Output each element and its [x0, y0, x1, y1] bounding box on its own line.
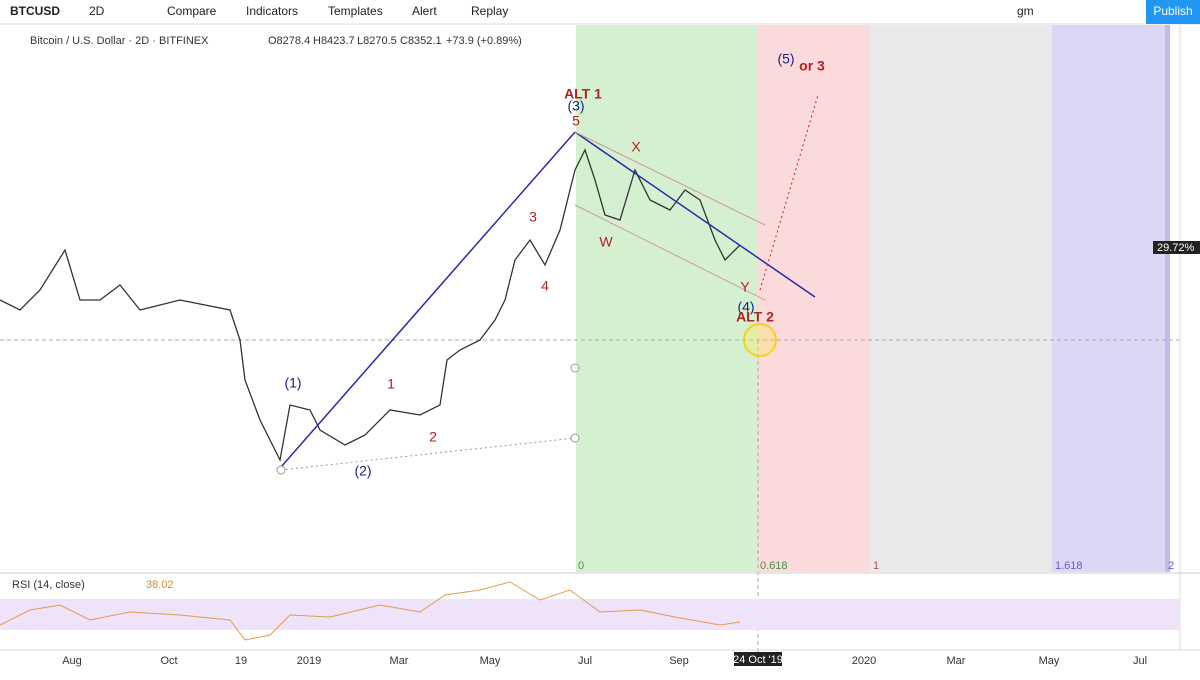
time-label: 19 [235, 655, 247, 667]
compare-button[interactable]: Compare [167, 4, 217, 18]
fib-zone [1165, 25, 1170, 572]
indicators-button[interactable]: Indicators [246, 4, 298, 18]
interval[interactable]: 2D [89, 4, 105, 18]
layout-button[interactable]: gm [1017, 4, 1034, 18]
fib-zone [576, 25, 758, 572]
annotation: W [599, 234, 613, 250]
time-cursor-bg [734, 652, 782, 666]
fib-label: 0 [578, 560, 584, 572]
projection-arrow [759, 94, 819, 291]
rsi-title[interactable]: RSI (14, close) [12, 579, 85, 591]
fib-label: 1 [873, 560, 879, 572]
fib-zone [870, 25, 1052, 572]
annotation: (3) [567, 98, 584, 114]
annotation: (4) [737, 299, 754, 315]
legend-open: O8278.4 [268, 35, 310, 47]
legend-close: C8352.1 [400, 35, 442, 47]
alert-button[interactable]: Alert [412, 4, 437, 18]
legend-high: H8423.7 [313, 35, 355, 47]
channel-line [574, 131, 766, 226]
legend-low: L8270.5 [357, 35, 397, 47]
price-series [0, 148, 741, 463]
trend-line[interactable] [574, 131, 816, 298]
annotation: (1) [284, 375, 301, 391]
legend-change: +73.9 (+0.89%) [446, 35, 522, 47]
legend-title[interactable]: Bitcoin / U.S. Dollar · 2D · BITFINEX [30, 35, 209, 47]
publish-button[interactable]: Publish [1153, 4, 1192, 18]
time-label: May [1039, 655, 1060, 667]
dotted-line[interactable] [280, 437, 576, 471]
channel-line [574, 204, 766, 301]
price-label: 29.72% [1157, 242, 1195, 254]
time-label: 2019 [297, 655, 321, 667]
price-label-bg [1153, 241, 1200, 254]
annotation: X [631, 139, 641, 155]
time-label: May [480, 655, 501, 667]
time-label: Jul [578, 655, 592, 667]
handle[interactable] [276, 465, 286, 475]
annotation: ALT 2 [736, 309, 774, 325]
annotation: 4 [541, 278, 549, 294]
annotation: 2 [429, 429, 437, 445]
annotation: 3 [529, 209, 537, 225]
handle[interactable] [570, 433, 580, 443]
time-label: Oct [160, 655, 177, 667]
annotation: 1 [387, 376, 395, 392]
replay-button[interactable]: Replay [471, 4, 508, 18]
annotation: (2) [354, 463, 371, 479]
fib-zone [758, 25, 870, 572]
fib-zone [1052, 25, 1165, 572]
cursor-highlight [743, 323, 777, 357]
symbol[interactable]: BTCUSD [10, 4, 60, 18]
time-label: 2020 [852, 655, 876, 667]
annotation: (5) [777, 51, 794, 67]
time-label: Aug [62, 655, 82, 667]
fib-label: 2 [1168, 560, 1174, 572]
time-label: Mar [947, 655, 966, 667]
time-label: Mar [390, 655, 409, 667]
trend-line[interactable] [280, 131, 576, 468]
publish-bg[interactable] [1146, 0, 1200, 24]
time-label: Jul [1133, 655, 1147, 667]
time-cursor-label: 24 Oct '19 [733, 654, 783, 666]
annotation: Y [740, 279, 750, 295]
fib-label: 1.618 [1055, 560, 1083, 572]
templates-button[interactable]: Templates [328, 4, 383, 18]
annotation: 5 [572, 113, 580, 129]
annotation: or 3 [799, 58, 825, 74]
fib-label: 0.618 [760, 560, 788, 572]
rsi-value: 38.02 [146, 579, 174, 591]
rsi-line [0, 581, 741, 641]
annotation: ALT 1 [564, 86, 602, 102]
toolbar [0, 0, 1200, 24]
handle[interactable] [570, 363, 580, 373]
time-label: Sep [669, 655, 689, 667]
